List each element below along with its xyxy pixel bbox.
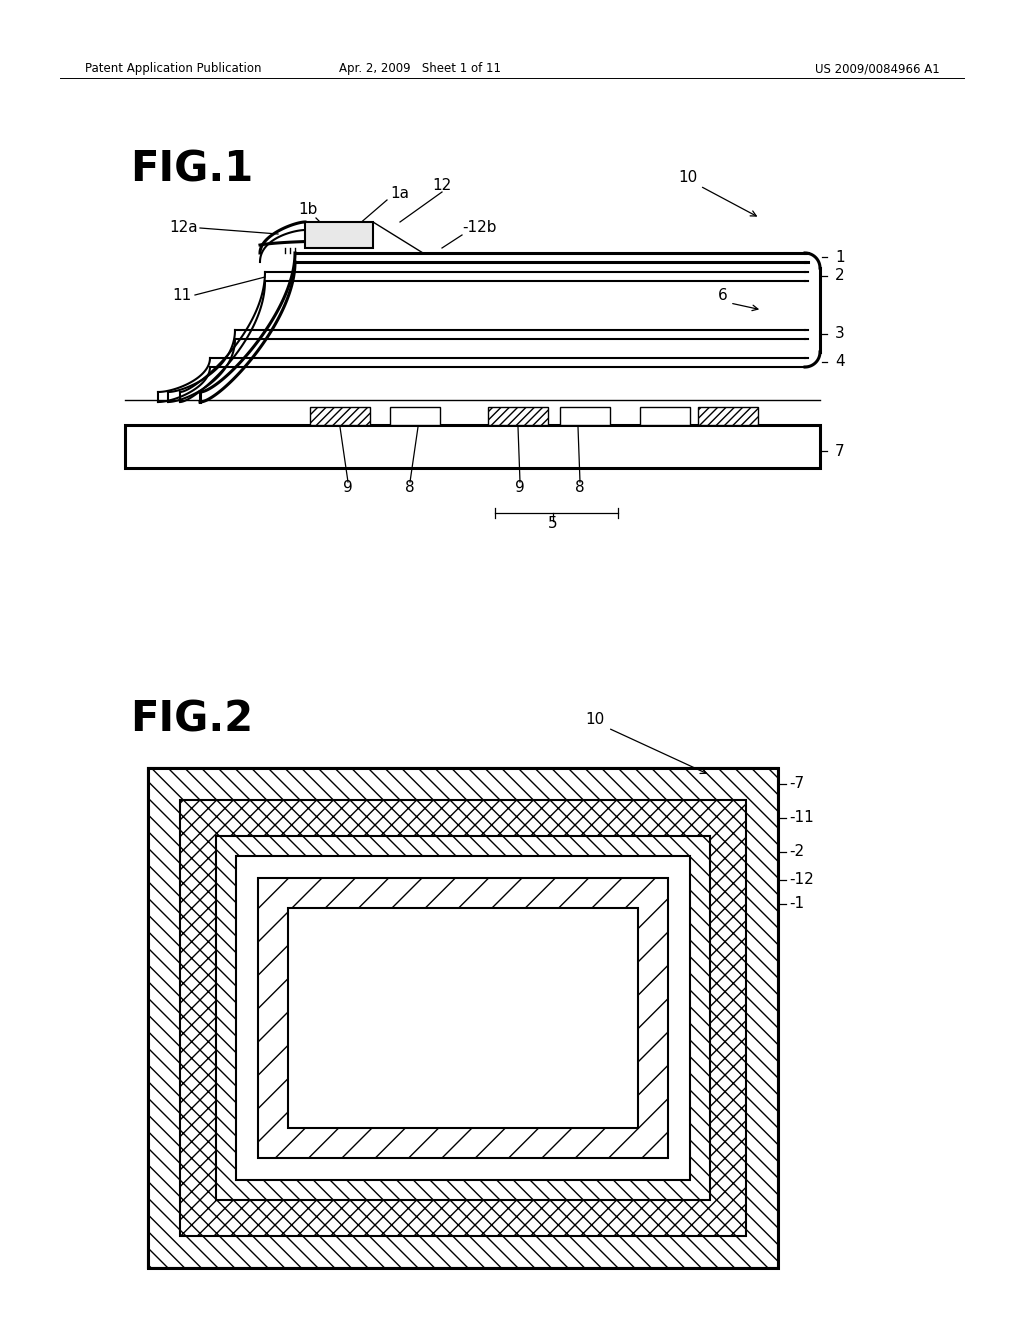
Text: 1a: 1a <box>390 186 410 202</box>
Text: FIG.1: FIG.1 <box>130 148 253 190</box>
Text: 2: 2 <box>835 268 845 284</box>
Text: 12a: 12a <box>169 220 198 235</box>
Text: -1: -1 <box>790 896 804 912</box>
Bar <box>216 836 710 1200</box>
Bar <box>148 768 778 1269</box>
Text: -7: -7 <box>790 776 804 792</box>
Bar <box>488 407 548 425</box>
Bar <box>310 407 370 425</box>
Bar <box>125 425 820 469</box>
Text: -2: -2 <box>790 845 804 859</box>
Text: 1b: 1b <box>298 202 317 218</box>
Bar <box>258 878 668 1158</box>
Bar <box>390 407 440 425</box>
Bar <box>305 222 373 248</box>
Text: Apr. 2, 2009   Sheet 1 of 11: Apr. 2, 2009 Sheet 1 of 11 <box>339 62 501 75</box>
Text: 8: 8 <box>575 480 585 495</box>
Bar <box>148 768 778 1269</box>
Text: US 2009/0084966 A1: US 2009/0084966 A1 <box>815 62 940 75</box>
Bar <box>236 855 690 1180</box>
Text: 9: 9 <box>343 480 353 495</box>
Text: FIG.2: FIG.2 <box>130 698 253 741</box>
Text: -11: -11 <box>790 810 814 825</box>
Text: 3: 3 <box>835 326 845 342</box>
Text: Patent Application Publication: Patent Application Publication <box>85 62 261 75</box>
Text: 11: 11 <box>173 288 193 302</box>
Bar <box>640 407 690 425</box>
Text: 7: 7 <box>835 444 845 458</box>
Bar <box>560 407 610 425</box>
Text: -12b: -12b <box>462 220 497 235</box>
Bar <box>698 407 758 425</box>
Text: 10: 10 <box>586 713 604 727</box>
Bar <box>288 908 638 1129</box>
Text: 4: 4 <box>835 355 845 370</box>
Text: 1: 1 <box>835 249 845 264</box>
Text: 6: 6 <box>718 288 728 302</box>
Text: 9: 9 <box>515 480 525 495</box>
Text: -12: -12 <box>790 873 814 887</box>
Text: 10: 10 <box>678 169 697 185</box>
Text: 8: 8 <box>406 480 415 495</box>
Bar <box>180 800 746 1236</box>
Text: 12: 12 <box>432 177 452 193</box>
Text: 5: 5 <box>548 516 558 532</box>
